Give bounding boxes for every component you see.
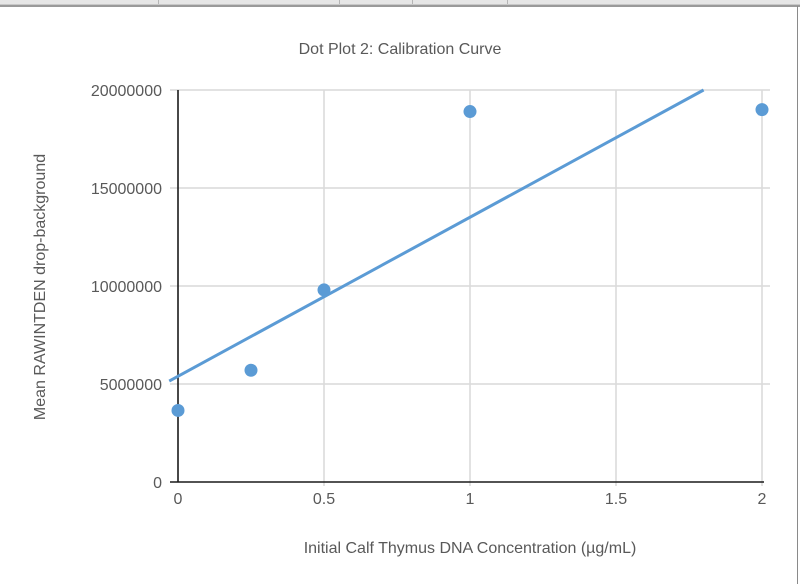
y-axis-tick-labels: 0 5000000 10000000 15000000 20000000 (91, 83, 162, 492)
x-axis-tick-labels: 0 0.5 1 1.5 2 (174, 491, 767, 508)
data-point[interactable] (171, 403, 185, 417)
x-tick-label: 2 (758, 491, 767, 508)
data-point[interactable] (755, 103, 769, 117)
data-points (171, 103, 769, 417)
column-divider[interactable] (339, 0, 340, 4)
x-tick-label: 1.5 (605, 491, 627, 508)
y-tick-label: 20000000 (91, 83, 162, 100)
column-divider[interactable] (412, 0, 413, 4)
column-divider[interactable] (158, 0, 159, 4)
linear-trendline[interactable] (168, 88, 705, 383)
y-tick-label: 10000000 (91, 279, 162, 296)
data-point[interactable] (317, 283, 331, 297)
x-tick-label: 1 (466, 491, 475, 508)
chart-frame-top-border (0, 5, 800, 7)
y-tick-label: 5000000 (100, 377, 162, 394)
data-point[interactable] (244, 363, 258, 377)
x-axis-title: Initial Calf Thymus DNA Concentration (µ… (304, 540, 637, 557)
x-tick-label: 0.5 (313, 491, 335, 508)
column-divider[interactable] (507, 0, 508, 4)
y-axis-title: Mean RAWINTDEN drop-background (32, 154, 49, 420)
gridlines (170, 89, 770, 486)
chart-title: Dot Plot 2: Calibration Curve (298, 41, 502, 58)
x-tick-label: 0 (174, 491, 183, 508)
trendline (168, 88, 705, 383)
data-point[interactable] (463, 105, 477, 119)
chart-frame-right-border (797, 6, 798, 584)
y-tick-label: 0 (153, 475, 162, 492)
spreadsheet-column-header-strip (0, 0, 800, 5)
y-tick-label: 15000000 (91, 181, 162, 198)
